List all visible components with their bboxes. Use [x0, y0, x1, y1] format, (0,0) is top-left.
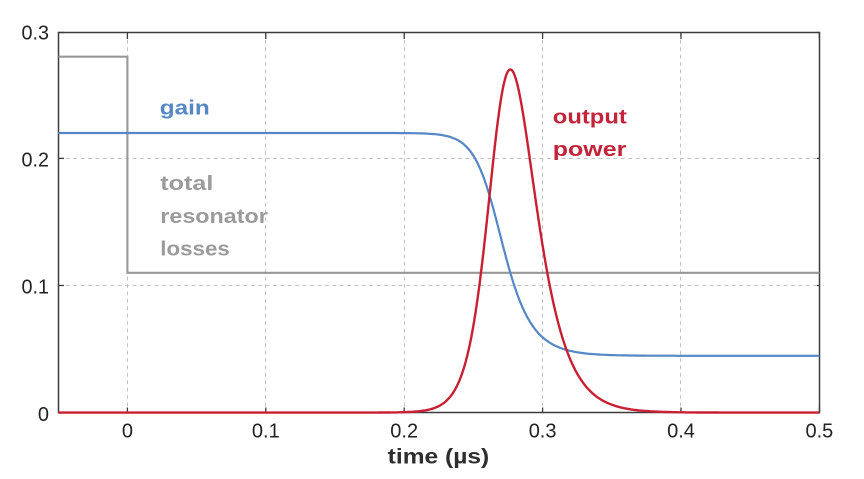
svg-text:total: total [160, 173, 213, 195]
svg-text:losses: losses [160, 238, 230, 260]
svg-text:time (µs): time (µs) [388, 446, 490, 469]
svg-text:gain: gain [160, 98, 210, 120]
svg-text:0.1: 0.1 [252, 421, 280, 443]
svg-text:power: power [553, 139, 627, 161]
svg-text:0.2: 0.2 [22, 150, 50, 172]
svg-text:0.1: 0.1 [22, 277, 50, 299]
svg-text:0: 0 [122, 421, 133, 443]
svg-text:output: output [553, 107, 627, 129]
svg-text:0: 0 [38, 404, 49, 426]
svg-text:resonator: resonator [160, 206, 268, 228]
svg-text:0.2: 0.2 [390, 421, 418, 443]
svg-text:0.3: 0.3 [22, 23, 50, 45]
svg-text:0.3: 0.3 [529, 421, 557, 443]
svg-text:0.5: 0.5 [805, 421, 833, 443]
svg-text:0.4: 0.4 [667, 421, 695, 443]
